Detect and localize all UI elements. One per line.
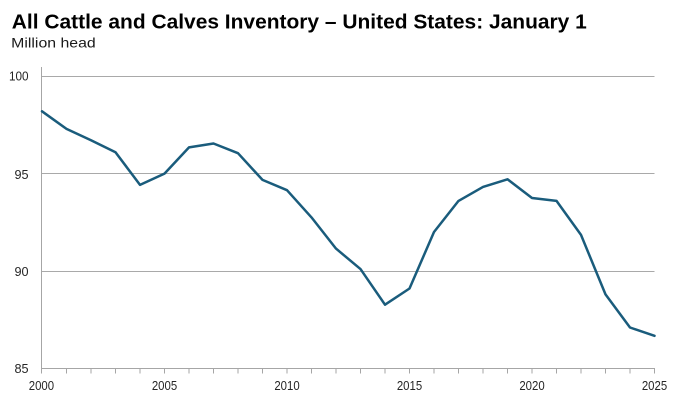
svg-text:2000: 2000: [29, 378, 54, 393]
svg-text:90: 90: [15, 264, 29, 279]
svg-text:Million head: Million head: [11, 35, 96, 51]
svg-text:All Cattle and Calves Inventor: All Cattle and Calves Inventory – United…: [12, 12, 587, 34]
svg-text:85: 85: [15, 361, 29, 376]
svg-text:2010: 2010: [274, 378, 299, 393]
svg-text:2025: 2025: [642, 378, 667, 393]
svg-text:2015: 2015: [397, 378, 422, 393]
svg-text:2020: 2020: [519, 378, 544, 393]
svg-text:100: 100: [9, 69, 29, 84]
svg-text:95: 95: [15, 167, 29, 182]
svg-text:2005: 2005: [152, 378, 177, 393]
